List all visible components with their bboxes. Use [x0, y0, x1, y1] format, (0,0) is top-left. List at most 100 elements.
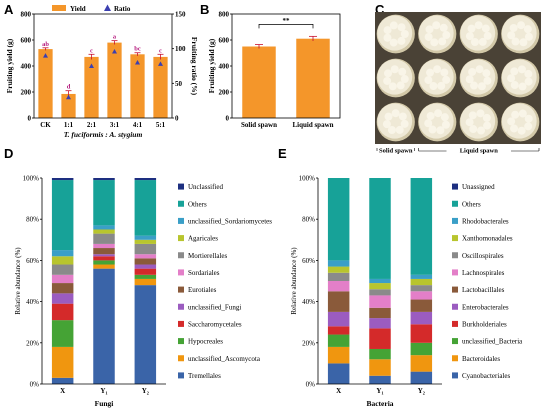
fruit-fold: [383, 33, 392, 42]
fruit-fold: [439, 23, 448, 32]
legend-swatch: [452, 338, 458, 345]
y2-tick-label: 0: [175, 115, 179, 123]
stack-segment: [327, 346, 350, 364]
bar-yield: [107, 42, 122, 118]
point-ratio: [158, 61, 163, 66]
stack-segment: [327, 266, 350, 273]
x-tick-label: 5:1: [156, 121, 166, 129]
fruit-fold: [424, 32, 433, 41]
panel-b-chart: ** 0 200 400 600 800 Solid spawn Liquid spawn Fr…: [207, 11, 341, 129]
fruit-fold: [429, 82, 438, 91]
fruit-fold: [519, 38, 528, 47]
stack-segment: [410, 342, 433, 356]
fruit-fold: [524, 32, 533, 41]
stack-segment: [327, 178, 350, 261]
panel-e-chart: 0% 20% 40% 60% 80% 100% X Y₁ Y₂ Bacteria Relative …: [290, 175, 523, 409]
legend-swatch: [452, 355, 458, 362]
legend-swatch: [178, 235, 184, 242]
y-tick-label: 0%: [30, 381, 40, 389]
stack-segment: [134, 254, 157, 259]
y-tick-label: 200: [21, 89, 32, 97]
bar-yield: [242, 46, 276, 118]
legend-label: Saccharomycetales: [188, 320, 242, 328]
stack-segment: [327, 281, 350, 292]
panel-letter-e: E: [278, 146, 287, 161]
legend-label: Oscillospirales: [462, 252, 504, 260]
fruiting-body: [459, 58, 498, 98]
fruit-fold: [384, 69, 393, 78]
y-axis-label: Fruiting yield (g): [207, 38, 216, 93]
stack-segment: [134, 274, 157, 279]
stack-segment: [327, 363, 350, 384]
legend-swatch: [178, 252, 184, 259]
legend-label: Rhodobacterales: [462, 217, 509, 225]
fruit-fold: [400, 119, 409, 128]
panel-a-chart: Yield Ratio ab d c a bc c 0 200 400 600 800 0 50 100 150…: [5, 4, 199, 139]
fruit-fold: [398, 67, 407, 76]
fruit-fold: [483, 31, 492, 40]
fruiting-body: [376, 102, 415, 142]
stack-segment: [93, 260, 115, 265]
legend-swatch: [452, 269, 458, 276]
fruit-fold: [433, 65, 442, 74]
fruit-body: [460, 59, 496, 95]
fruiting-body: [418, 14, 457, 54]
stack-segment: [327, 326, 350, 335]
y-tick-label: 400: [21, 63, 32, 71]
x-tick-label: X: [60, 387, 65, 395]
stack-segment: [51, 377, 74, 384]
fruit-fold: [424, 76, 433, 85]
fruiting-body: [501, 102, 540, 142]
stack-segment: [134, 285, 157, 384]
significance-letter: c: [159, 47, 162, 54]
y-tick-label: 20%: [302, 339, 315, 347]
fruit-fold: [477, 82, 486, 91]
fruiting-body: [459, 14, 498, 54]
legend-swatch: [178, 303, 184, 310]
stack-segment: [93, 233, 115, 244]
fruit-fold: [478, 37, 487, 46]
y-tick-label: 40%: [302, 298, 315, 306]
bar-yield: [130, 54, 145, 118]
bar-yield: [153, 56, 168, 118]
legend-swatch: [452, 217, 458, 224]
fruit-fold: [397, 23, 406, 32]
fruit-fold: [388, 82, 397, 91]
fruit-fold: [482, 69, 491, 78]
x-tick-label: 3:1: [110, 121, 120, 129]
fruit-fold: [465, 32, 474, 41]
point-ratio: [135, 60, 140, 65]
legend-label: Cyanobacteriales: [462, 372, 510, 380]
fruit-fold: [389, 21, 398, 30]
legend-label: Unclassified: [188, 183, 223, 191]
stack-segment: [369, 359, 391, 376]
point-ratio: [112, 48, 117, 54]
fruit-fold: [426, 68, 435, 77]
fruit-body: [418, 103, 454, 139]
fruit-fold: [465, 75, 474, 84]
fruit-fold: [511, 110, 520, 119]
stack-segment: [134, 178, 157, 181]
stack-segment: [51, 303, 74, 321]
stack-segment: [51, 178, 74, 181]
stack-segment: [410, 324, 433, 343]
fruit-fold: [470, 81, 479, 90]
fruit-fold: [442, 31, 451, 40]
fruit-fold: [524, 77, 533, 86]
fruit-fold: [396, 81, 405, 90]
fruit-body: [501, 59, 537, 95]
stack-segment: [410, 274, 433, 279]
legend-swatch: [452, 303, 458, 310]
x-tick-label: Solid spawn: [241, 121, 277, 129]
legend-label: Tremellales: [188, 372, 221, 380]
fruit-fold: [426, 111, 435, 120]
legend-swatch: [178, 320, 184, 327]
legend-label: Eurotiales: [188, 286, 217, 294]
legend-label: unclassified_Sordariomycetes: [188, 217, 272, 225]
fruit-fold: [438, 37, 447, 46]
fruit-fold: [434, 109, 443, 118]
legend-swatch: [178, 286, 184, 293]
panel-letter-d: D: [4, 146, 13, 161]
y-tick-label: 400: [219, 63, 230, 71]
stack-segment: [51, 264, 74, 275]
